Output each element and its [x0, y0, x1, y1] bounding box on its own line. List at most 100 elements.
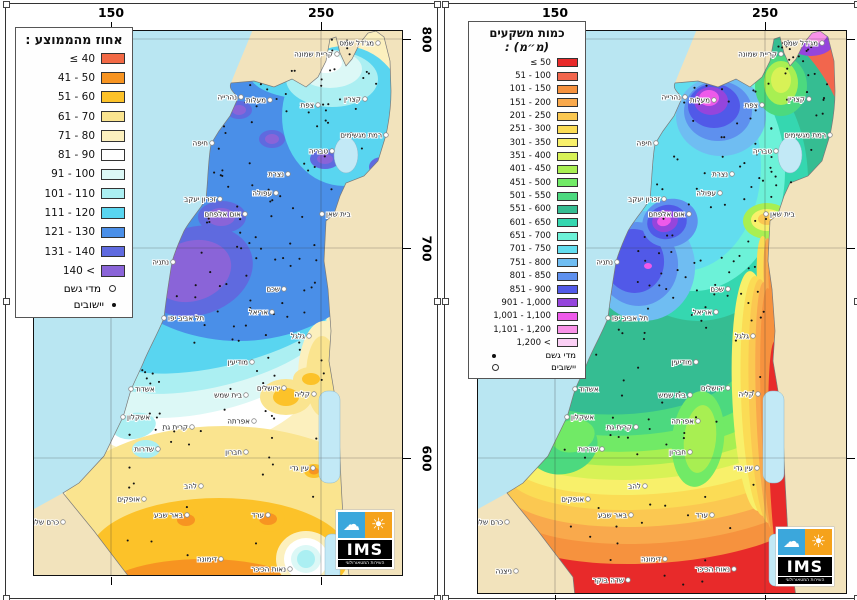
legend-symbol-label: מדי גשם — [63, 282, 101, 295]
city-label: כרם שלום — [478, 518, 503, 527]
city-label: קליה — [739, 390, 755, 399]
city-marker — [687, 449, 693, 455]
city-marker — [155, 446, 161, 452]
city-marker — [778, 51, 784, 57]
city-label: שדה בוקר — [593, 576, 624, 585]
city-label: להב — [628, 482, 641, 491]
city-marker — [319, 211, 325, 217]
city-label: קרית גת — [163, 423, 188, 432]
legend-item-label: 131 - 140 — [44, 245, 95, 258]
city-label: שדרות — [134, 445, 154, 454]
legend-color-swatch — [557, 58, 578, 68]
x-axis-tick — [110, 577, 112, 585]
ims-logo-subtext: השירות המטאורולוגי — [778, 577, 832, 584]
legend-item-label: 140 < — [62, 264, 95, 277]
city-label: ערד — [252, 511, 264, 520]
city-label: אריאל — [693, 308, 713, 317]
city-label: עפולה — [252, 189, 272, 198]
legend-item: 201 - 250 — [476, 109, 578, 122]
city-marker — [599, 446, 605, 452]
city-marker — [60, 519, 66, 525]
city-label: חיפה — [193, 139, 209, 148]
city-label: קצרין — [788, 95, 805, 104]
city-markers: מג'דל שמס קריית שמונה נהרייה מעלות צפת קצרין ר… — [34, 38, 389, 575]
city-label: קצרין — [344, 95, 361, 104]
city-marker — [682, 94, 688, 100]
registration-mark — [3, 595, 10, 600]
legend-item: 351 - 400 — [476, 149, 578, 162]
legend-item: 651 - 700 — [476, 229, 578, 242]
legend-item-label: 751 - 800 — [509, 257, 551, 268]
city-marker — [713, 309, 719, 315]
legend-color-swatch — [557, 164, 578, 174]
city-label: אריאל — [249, 308, 269, 317]
legend-color-swatch — [557, 244, 578, 254]
city-label: תל אביב יפו — [168, 314, 204, 323]
open-circle-icon — [109, 285, 116, 293]
city-label: אפרתה — [671, 417, 694, 426]
legend-item: 61 - 70 — [23, 107, 125, 126]
city-marker — [334, 51, 340, 57]
legend-item-label: 121 - 130 — [44, 226, 95, 239]
y-axis-tick — [403, 38, 411, 40]
city-marker — [773, 148, 779, 154]
x-axis-tick — [320, 22, 322, 30]
dead-sea-north — [762, 390, 785, 484]
dot-icon — [492, 353, 496, 358]
legend-item: 140 < — [23, 261, 125, 280]
legend-item: ≤ 50 — [476, 56, 578, 69]
city-marker — [725, 385, 731, 391]
percent-legend: אחוז מהממוצע : ≤ 40 41 - 50 51 - 60 61 - 70 7… — [15, 27, 133, 318]
legend-item-label: 551 - 600 — [509, 204, 551, 215]
legend-item: 51 - 100 — [476, 69, 578, 82]
legend-color-swatch — [557, 271, 578, 281]
station-dots — [563, 39, 829, 586]
legend-item: 451 - 500 — [476, 176, 578, 189]
city-label: מעלות — [246, 96, 266, 105]
city-label: קליה — [295, 390, 311, 399]
legend-color-swatch — [557, 338, 578, 348]
city-label: עין גדי — [290, 464, 309, 473]
y-axis-tick-label: 800 — [419, 26, 435, 53]
registration-mark — [442, 1, 449, 8]
legend-item: 91 - 100 — [23, 165, 125, 184]
city-marker — [504, 519, 510, 525]
dot-icon — [112, 302, 116, 307]
registration-mark — [442, 298, 449, 305]
ims-logo-text: IMS — [778, 557, 832, 576]
ims-logo: ☁ ☀ IMS השירות המטאורולוגי — [336, 510, 394, 569]
city-marker — [315, 102, 321, 108]
legend-item: 501 - 550 — [476, 189, 578, 202]
city-label: ערד — [696, 511, 708, 520]
ims-logo-subtext: השירות המטאורולוגי — [338, 560, 392, 567]
city-label: טבריה — [753, 147, 773, 156]
legend-symbol-label: מדי גשם — [545, 350, 576, 361]
legend-item: 81 - 90 — [23, 145, 125, 164]
city-marker — [693, 359, 699, 365]
legend-item-label: 901 - 1,000 — [501, 297, 551, 308]
legend-color-swatch — [101, 91, 125, 103]
city-marker — [750, 333, 756, 339]
city-marker — [243, 449, 249, 455]
legend-item-label: 51 - 60 — [57, 91, 95, 104]
sea-of-galilee — [333, 136, 359, 174]
legend-item: ≤ 40 — [23, 49, 125, 68]
city-label: אשדוד — [135, 385, 155, 394]
percent-of-average-map: ☁ ☀ IMS השירות המטאורולוגי מג'דל שמס קריי… — [33, 5, 435, 585]
legend-color-swatch — [101, 72, 125, 84]
legend-color-swatch — [101, 149, 125, 161]
city-label: שכם — [266, 285, 280, 294]
legend-item: 51 - 60 — [23, 88, 125, 107]
city-label: נצרת — [712, 170, 728, 179]
city-marker — [687, 392, 693, 398]
sun-icon: ☀ — [365, 512, 392, 538]
x-axis-tick — [554, 595, 556, 600]
legend-color-swatch — [101, 187, 125, 200]
legend-color-swatch — [101, 226, 125, 239]
city-label: מג'דל שמס — [783, 39, 818, 48]
legend-item-label: 801 - 850 — [509, 271, 551, 282]
israel-border — [506, 31, 836, 593]
legend-item: 801 - 850 — [476, 270, 578, 283]
legend-item: 71 - 80 — [23, 126, 125, 145]
dead-sea-north — [318, 390, 341, 484]
